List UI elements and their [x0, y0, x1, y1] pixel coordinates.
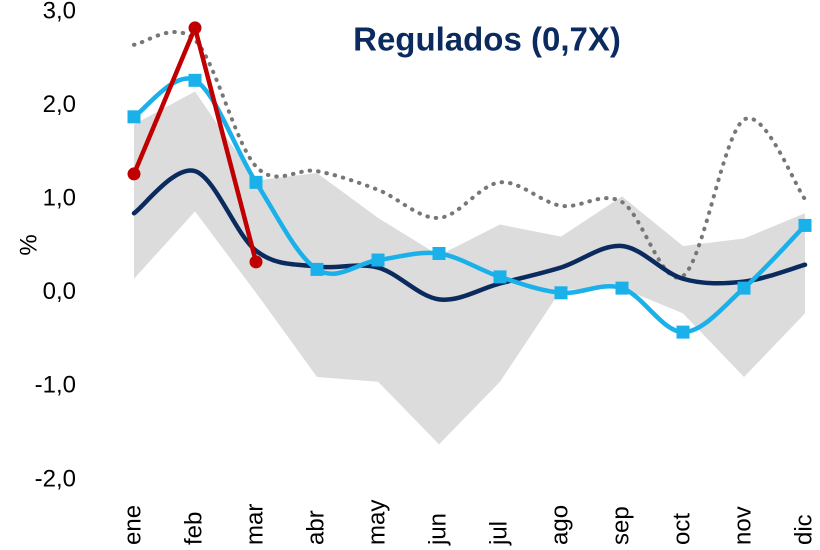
y-tick-label: 3,0: [43, 0, 76, 24]
y-tick-label: 2,0: [43, 91, 76, 118]
x-tick-label: oct: [668, 513, 695, 545]
marker: [371, 253, 385, 267]
marker: [188, 73, 202, 87]
x-tick-label: sep: [607, 506, 634, 545]
series-line: [131, 168, 808, 302]
marker: [249, 255, 263, 269]
range-band: [134, 91, 805, 445]
marker: [798, 218, 812, 232]
y-axis-label: %: [15, 234, 42, 255]
marker: [737, 281, 751, 295]
marker: [310, 262, 324, 276]
y-tick-label: -2,0: [35, 465, 76, 492]
x-tick-label: ago: [546, 505, 573, 545]
x-tick-label: abr: [302, 510, 329, 545]
marker: [554, 286, 568, 300]
marker: [615, 281, 629, 295]
x-tick-label: ene: [119, 505, 146, 545]
y-tick-label: -1,0: [35, 372, 76, 399]
x-tick-label: nov: [729, 506, 756, 545]
marker: [432, 246, 446, 260]
chart-title: Regulados (0,7X): [353, 21, 621, 58]
x-tick-label: may: [363, 500, 390, 545]
marker: [676, 325, 690, 339]
marker: [188, 21, 202, 35]
y-tick-label: 1,0: [43, 185, 76, 212]
y-tick-label: 0,0: [43, 278, 76, 305]
x-tick-label: jun: [424, 513, 451, 546]
x-tick-label: feb: [180, 512, 207, 545]
x-tick-label: mar: [241, 504, 268, 545]
marker: [493, 270, 507, 284]
x-tick-label: dic: [790, 514, 817, 545]
marker: [127, 167, 141, 181]
x-tick-label: jul: [485, 521, 512, 546]
marker: [127, 110, 141, 124]
series-line: [132, 30, 807, 280]
marker: [249, 175, 263, 189]
